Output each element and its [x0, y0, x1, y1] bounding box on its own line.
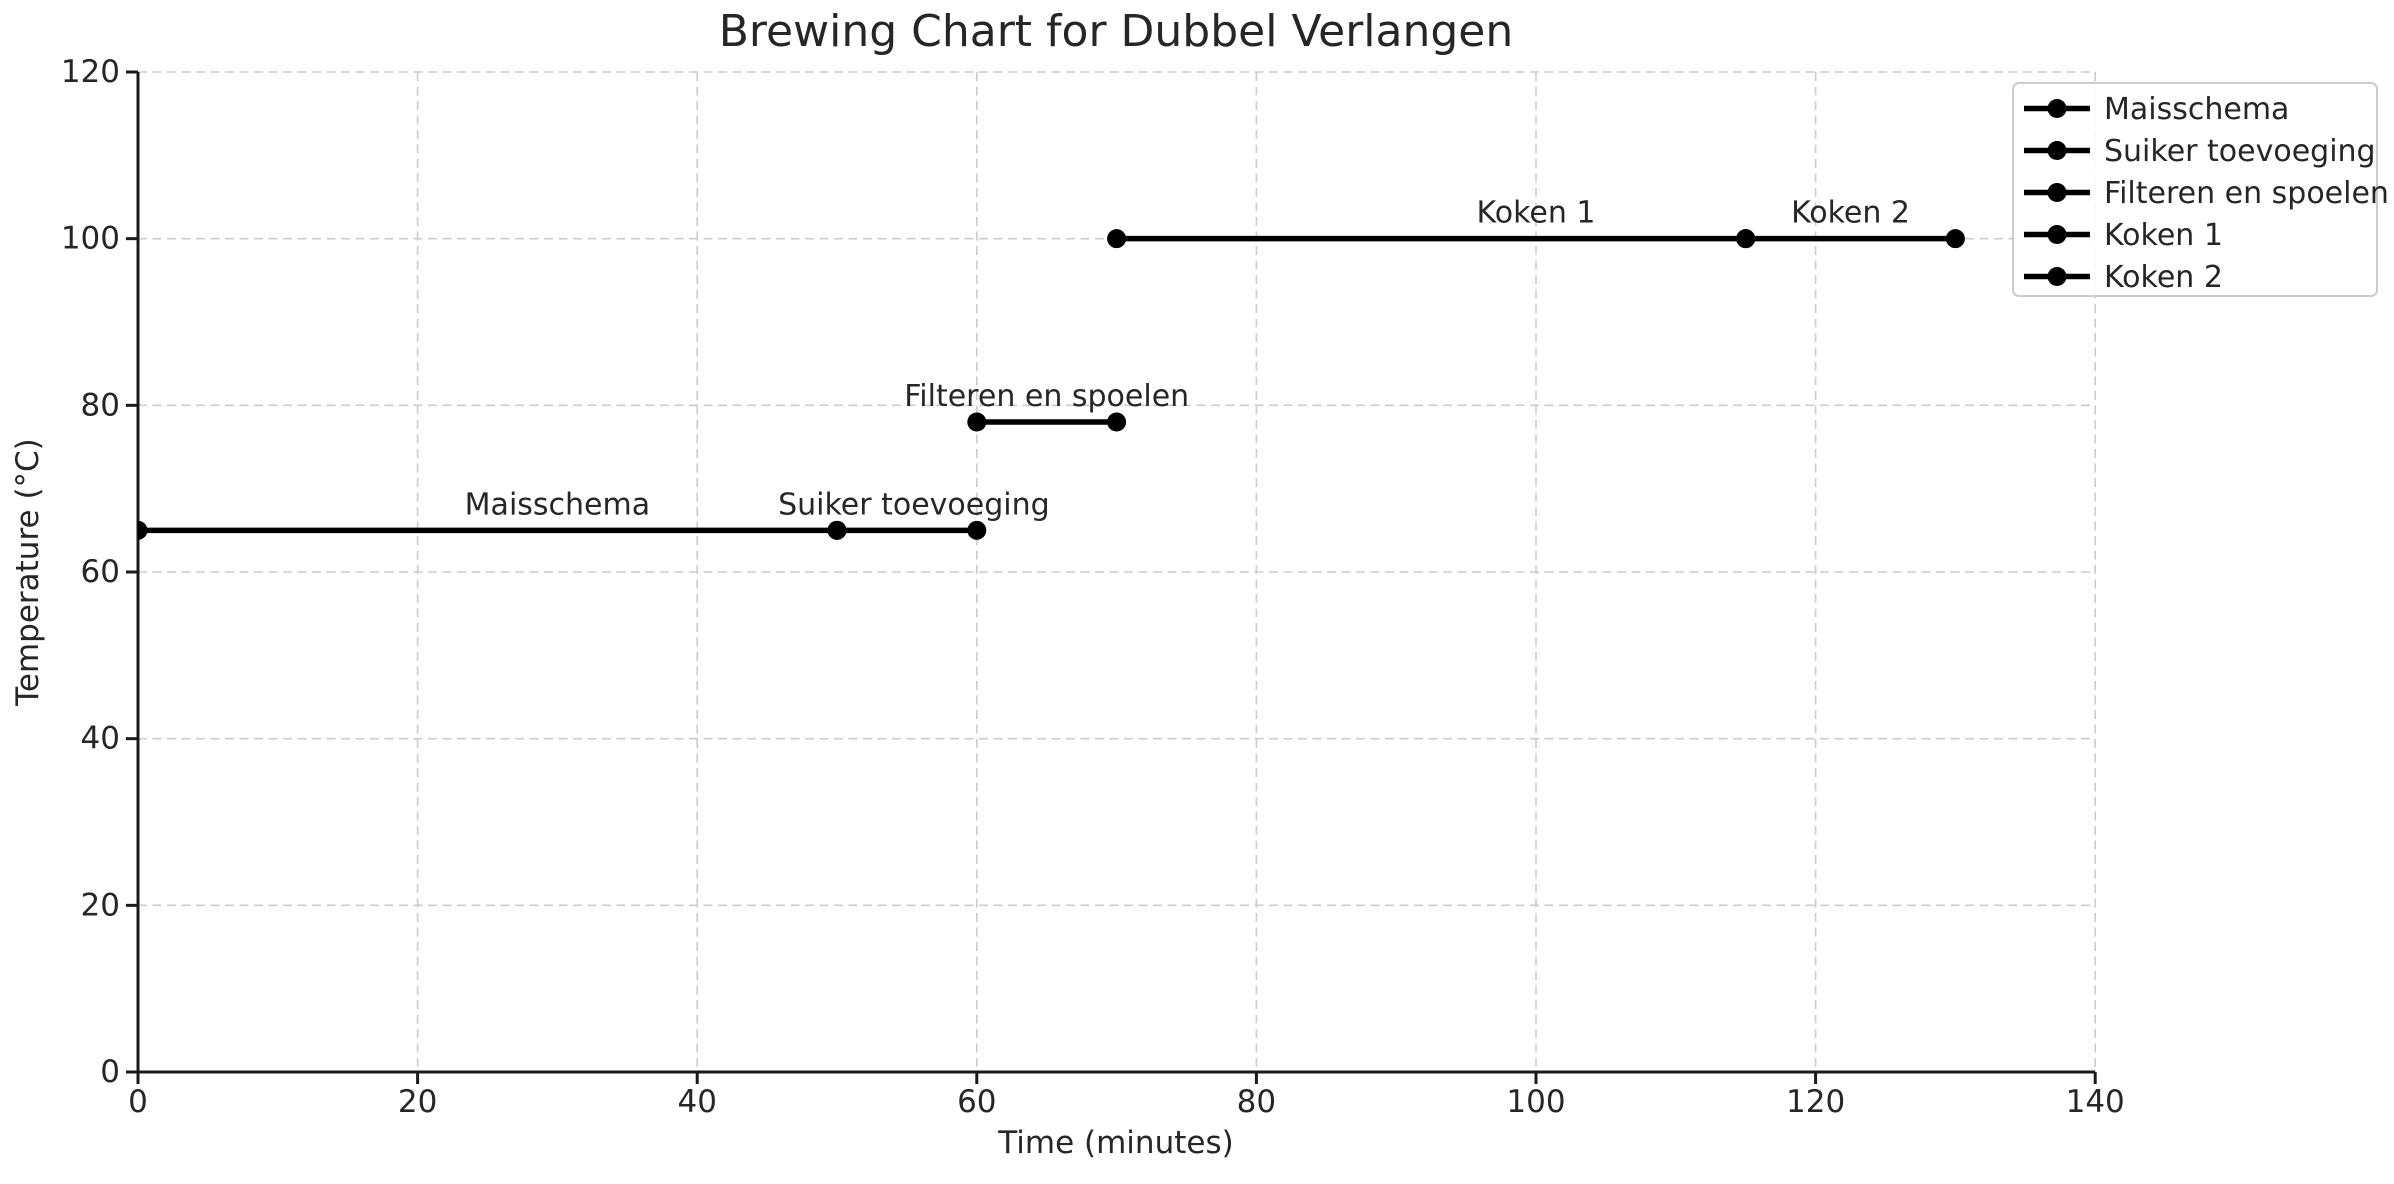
legend-box	[2012, 82, 2378, 297]
y-tick-label: 0	[100, 1054, 120, 1090]
series-marker	[138, 520, 148, 540]
legend-sample-marker	[2047, 99, 2067, 118]
legend-item-label: Filteren en spoelen	[2104, 176, 2389, 211]
legend-item-maisschema: Maisschema	[2024, 92, 2289, 127]
series-maisschema	[138, 520, 847, 540]
legend-sample-marker	[2047, 267, 2067, 286]
y-axis-label: Temperature (°C)	[10, 438, 46, 707]
series-annotation-suiker-toevoeging: Suiker toevoeging	[778, 487, 1050, 522]
x-tick-label: 40	[677, 1084, 716, 1120]
legend-sample-marker	[2047, 183, 2067, 202]
legend-item-filteren-en-spoelen: Filteren en spoelen	[2024, 176, 2389, 211]
x-tick-label: 80	[1237, 1084, 1276, 1120]
legend-item-koken-2: Koken 2	[2024, 260, 2223, 295]
series-marker	[1945, 229, 1965, 249]
y-tick-label: 20	[81, 887, 120, 923]
y-tick-label: 80	[81, 387, 120, 423]
chart-title: Brewing Chart for Dubbel Verlangen	[719, 6, 1514, 57]
x-tick-label: 140	[2066, 1084, 2125, 1120]
axes: 0 20 40 60 80 100 120 140 0 20 40 60 80 100 120	[61, 54, 2125, 1120]
series-koken-1	[1107, 229, 1756, 249]
legend-item-label: Suiker toevoeging	[2104, 134, 2376, 169]
x-tick-label: 60	[957, 1084, 996, 1120]
legend: Maisschema Suiker toevoeging Filteren en s…	[2012, 82, 2389, 297]
data-series: Maisschema Suiker toevoeging Filteren en s…	[138, 196, 1965, 540]
x-tick-label: 120	[1786, 1084, 1845, 1120]
legend-item-label: Koken 1	[2104, 218, 2223, 253]
series-marker	[1736, 229, 1756, 249]
legend-sample-marker	[2047, 225, 2067, 244]
legend-sample-marker	[2047, 141, 2067, 160]
x-tick-label: 0	[128, 1084, 148, 1120]
y-tick-label: 100	[61, 221, 120, 257]
legend-item-suiker-toevoeging: Suiker toevoeging	[2024, 134, 2376, 169]
series-suiker-toevoeging	[827, 520, 987, 540]
series-marker	[1107, 229, 1127, 249]
series-marker	[827, 520, 847, 540]
series-annotation-koken-1: Koken 1	[1477, 196, 1596, 231]
series-marker	[967, 412, 987, 432]
legend-item-label: Koken 2	[2104, 260, 2223, 295]
series-marker	[967, 520, 987, 540]
x-axis-label: Time (minutes)	[997, 1125, 1233, 1161]
x-tick-label: 100	[1506, 1084, 1565, 1120]
legend-item-label: Maisschema	[2104, 92, 2289, 127]
series-marker	[1107, 412, 1127, 432]
legend-item-koken-1: Koken 1	[2024, 218, 2223, 253]
series-annotation-maisschema: Maisschema	[465, 487, 650, 522]
series-annotation-filteren-en-spoelen: Filteren en spoelen	[904, 379, 1189, 414]
y-tick-label: 60	[81, 554, 120, 590]
series-annotation-koken-2: Koken 2	[1791, 196, 1910, 231]
y-tick-label: 40	[81, 721, 120, 757]
x-tick-label: 20	[398, 1084, 437, 1120]
series-koken-2	[1736, 229, 1965, 249]
y-tick-label: 120	[61, 54, 120, 90]
series-filteren-en-spoelen	[967, 412, 1127, 432]
